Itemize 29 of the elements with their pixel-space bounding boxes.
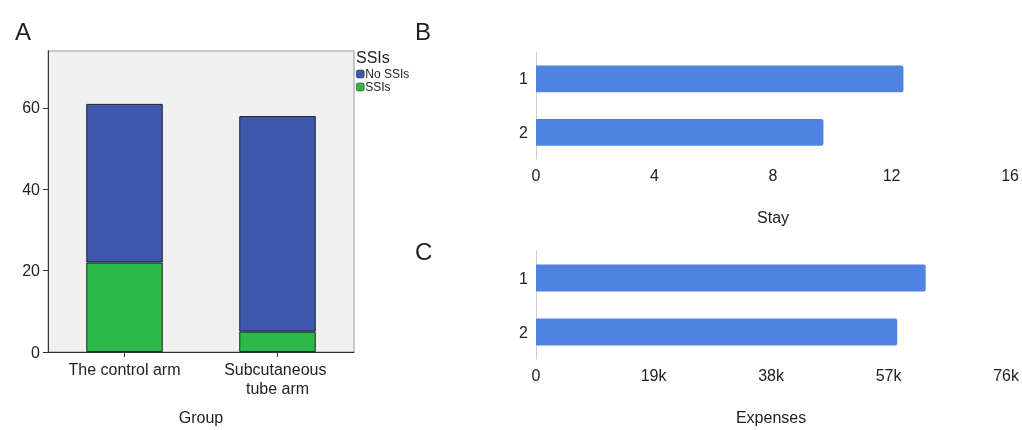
chart-title: C [415,237,433,265]
chart-title: B [415,17,432,45]
x-tick-label: 8 [768,166,778,184]
x-axis-title: Expenses [735,408,807,426]
legend-label: SSIs [365,80,391,94]
y-tick-label: 2 [519,123,529,141]
x-tick-label: 38k [758,366,785,384]
x-tick-label: 0 [531,166,541,184]
y-tick-label: 2 [519,323,529,341]
chart-title: A [15,17,32,45]
y-tick-label: 40 [22,180,41,198]
x-tick-label: Subcutaneous tube arm [224,361,331,397]
legend-title: SSIs [356,48,390,66]
x-axis-title: Group [178,408,224,426]
y-tick-label: 1 [519,70,529,88]
x-tick-label: 19k [640,366,668,384]
y-tick-label: 60 [22,99,41,117]
x-tick-label: 57k [875,366,903,384]
y-tick-label: 0 [31,343,41,361]
x-tick-label: 12 [882,166,901,184]
y-tick-label: 20 [22,262,41,280]
y-tick-label: 1 [519,269,529,287]
legend-label: No SSIs [365,67,410,81]
x-tick-label: 16 [1001,166,1020,184]
x-tick-label: 0 [531,366,541,384]
x-tick-label: 4 [650,166,660,184]
x-tick-label: 76k [993,366,1020,384]
x-tick-label: The control arm [68,361,181,378]
x-axis-title: Stay [757,208,790,226]
